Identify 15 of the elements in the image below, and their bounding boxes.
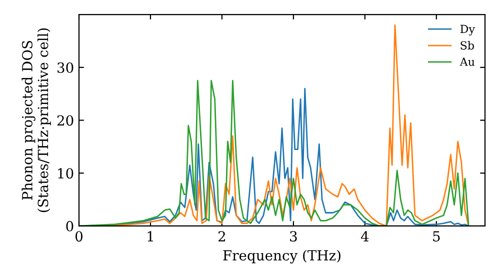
x-tick-label: 4 [360, 231, 369, 242]
y-tick-label: 0 [66, 220, 74, 232]
y-axis-title: Phonon projected DOS (States/THz·primitive cell) [22, 28, 51, 212]
x-tick-label: 1 [148, 231, 153, 242]
legend-label: Sb [460, 41, 474, 50]
x-tick-label: 3 [290, 231, 297, 242]
x-axis-title: Frequency (THz) [223, 250, 340, 264]
x-tick-label: 2 [218, 231, 226, 242]
x-tick-label: 0 [75, 231, 82, 242]
legend-label: Au [460, 58, 475, 66]
x-tick-label: 5 [433, 231, 440, 242]
y-tick-label: 30 [58, 62, 74, 73]
legend-label: Dy [460, 24, 475, 36]
y-tick-label: 10 [58, 168, 74, 179]
y-tick-label: 20 [57, 115, 74, 126]
